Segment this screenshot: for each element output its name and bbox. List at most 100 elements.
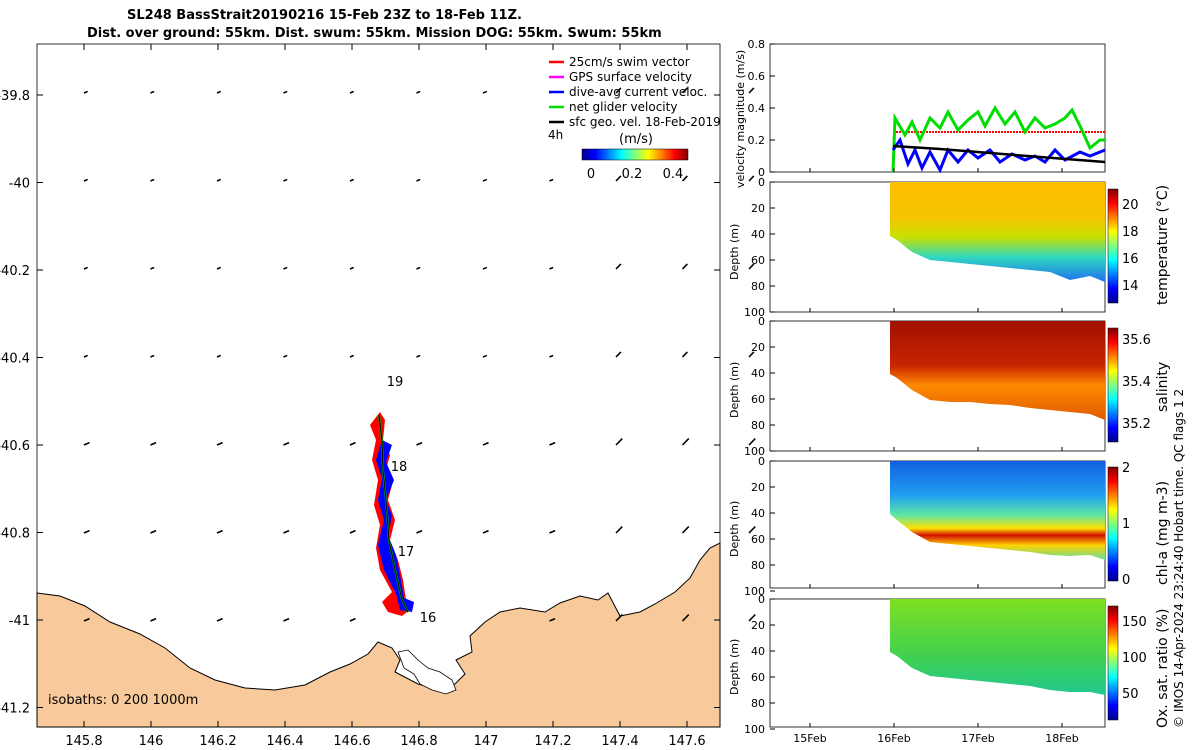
depth-tick-label: 0: [758, 176, 765, 189]
map-panel: 145.8 146 146.2 146.4 146.6 146.8 147 147.2 147.…: [0, 43, 756, 749]
geo-velocity-arrow: [681, 613, 690, 622]
geo-velocity-arrow: [83, 178, 88, 182]
depth-tick-label: 100: [744, 723, 765, 736]
geo-velocity-arrow: [83, 90, 88, 94]
geo-velocity-arrow: [283, 266, 288, 270]
geo-velocity-arrow: [349, 90, 354, 94]
geo-velocity-line: [892, 144, 1106, 164]
colorbar-side-tick-label: 14: [1122, 279, 1139, 294]
geo-velocity-arrow: [283, 178, 288, 182]
geo-velocity-arrow: [83, 441, 90, 446]
geo-velocity-arrow: [416, 529, 423, 534]
chla-panel: [769, 460, 1106, 589]
current-speed-line: [891, 136, 1106, 174]
geo-velocity-arrow: [216, 178, 221, 182]
legend-label: sfc geo. vel. 18-Feb-2019: [569, 115, 721, 129]
isobaths-label: isobaths: 0 200 1000m: [48, 693, 198, 708]
map-ytick-label: -41.2: [0, 702, 30, 717]
geo-velocity-arrow: [283, 354, 288, 358]
track-day-label: 17: [398, 545, 415, 560]
geo-velocity-arrow: [549, 617, 556, 622]
geo-velocity-arrow: [748, 175, 755, 182]
geo-velocity-arrow: [283, 441, 290, 446]
depth-tick-label: 20: [751, 202, 765, 215]
geo-velocity-arrow: [482, 354, 487, 358]
velocity-ytick-label: 0.4: [748, 102, 766, 115]
salinity-panel: [769, 320, 1106, 452]
map-xtick-label: 146.6: [333, 734, 370, 749]
geo-velocity-arrow: [748, 87, 755, 94]
map-ytick-label: -39.8: [0, 89, 30, 104]
geo-velocity-arrow: [150, 266, 155, 270]
colorbar-side-tick-label: 18: [1122, 225, 1139, 240]
depth-tick-label: 60: [751, 533, 765, 546]
map-ytick-label: -40.2: [0, 264, 30, 279]
depth-tick-label: 100: [744, 585, 765, 598]
colorbar-side-tick-label: 50: [1122, 687, 1139, 702]
map-ytick-label: -40.8: [0, 527, 30, 542]
geo-velocity-arrow: [681, 525, 690, 534]
geo-velocity-arrow: [416, 178, 421, 182]
velocity-ytick-label: 0.2: [748, 134, 766, 147]
geo-velocity-arrow: [83, 266, 88, 270]
oxygen-colorbar-label: Ox. sat. ratio (%): [1155, 608, 1171, 728]
colorbar-tick-label: 0: [587, 167, 595, 182]
map-ytick-label: -41: [9, 614, 30, 629]
colorbar-oxygen: [1107, 605, 1119, 721]
depth-tick-label: 80: [751, 280, 765, 293]
depth-tick-label: 60: [751, 393, 765, 406]
geo-velocity-arrow: [216, 441, 223, 446]
geo-velocity-arrow: [482, 441, 489, 446]
map-xtick-label: 147.2: [534, 734, 571, 749]
geo-velocity-arrow: [150, 441, 157, 446]
map-ytick-label: -40.6: [0, 439, 30, 454]
geo-velocity-arrow: [748, 351, 755, 358]
colorbar-side-tick-label: 35.2: [1122, 417, 1151, 432]
geo-velocity-arrow: [681, 175, 688, 182]
geo-velocity-arrow: [216, 529, 223, 534]
current-vector-band: [376, 440, 414, 612]
depth-tick-label: 20: [751, 619, 765, 632]
depth-tick-label: 80: [751, 419, 765, 432]
geo-velocity-arrow: [748, 263, 755, 270]
geo-velocity-arrow: [349, 617, 356, 622]
geo-velocity-arrow: [615, 525, 623, 534]
time-tick-label: 15Feb: [793, 732, 826, 745]
geo-velocity-arrow: [615, 351, 622, 358]
depth-tick-label: 40: [751, 507, 765, 520]
map-xtick-label: 146.4: [266, 734, 303, 749]
geo-velocity-arrow: [83, 617, 90, 622]
time-tick-label: 16Feb: [877, 732, 910, 745]
geo-velocity-arrow: [748, 525, 756, 534]
geo-velocity-arrow: [549, 266, 554, 270]
velocity-panel: [769, 43, 1106, 174]
footer-credit: © IMOS 14-Apr-2024 23:24:40 Hobart time.…: [1172, 388, 1186, 728]
geo-velocity-arrow: [416, 90, 421, 94]
depth-tick-label: 80: [751, 697, 765, 710]
geo-velocity-arrow: [615, 437, 623, 446]
colorbar-side-tick-label: 35.4: [1122, 375, 1151, 390]
salinity-colorbar-label: salinity: [1155, 361, 1171, 412]
map-xtick-label: 145.8: [65, 734, 102, 749]
chart-title-line1: SL248 BassStrait20190216 15-Feb 23Z to 1…: [127, 8, 522, 23]
velocity-ytick-label: 0.8: [748, 38, 766, 51]
depth-tick-label: 0: [758, 315, 765, 328]
map-xtick-label: 147: [474, 734, 499, 749]
colorbar-side-tick-label: 35.6: [1122, 333, 1151, 348]
map-xtick-label: 147.6: [668, 734, 705, 749]
depth-tick-label: 0: [758, 593, 765, 606]
legend-label: GPS surface velocity: [569, 70, 692, 84]
velocity-ytick-label: 0: [758, 166, 765, 179]
oxygen-depth-label: Depth (m): [728, 638, 741, 695]
colorbar-side-tick-label: 100: [1122, 651, 1147, 666]
map-xtick-label: 146.2: [199, 734, 236, 749]
depth-tick-label: 100: [744, 445, 765, 458]
geo-velocity-arrow: [83, 354, 88, 358]
map-xtick-label: 147.4: [601, 734, 638, 749]
geo-velocity-arrow: [150, 90, 155, 94]
map-ytick-label: -40.4: [0, 352, 30, 367]
temperature-panel: [769, 181, 1106, 313]
geo-velocity-arrow: [482, 178, 487, 182]
